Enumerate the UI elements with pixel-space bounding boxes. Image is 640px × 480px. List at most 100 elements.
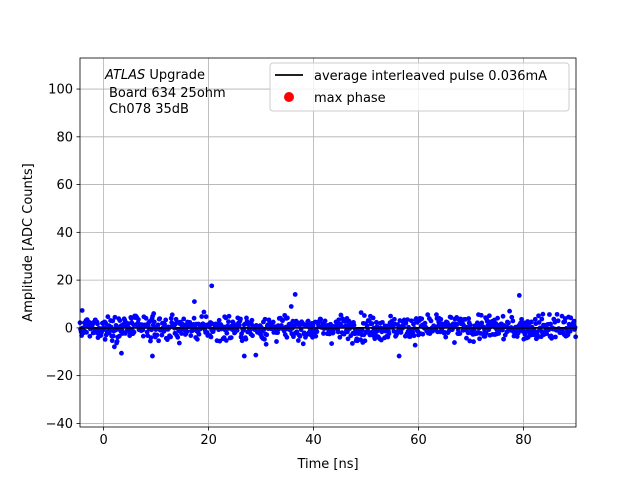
- legend-marker-swatch: [284, 92, 294, 102]
- data-point: [288, 304, 294, 309]
- data-point: [507, 308, 512, 314]
- y-tick-label: 0: [65, 321, 73, 336]
- data-point: [486, 313, 492, 319]
- data-point-outlier: [396, 353, 402, 359]
- data-point: [262, 336, 267, 342]
- data-point: [466, 316, 472, 321]
- data-point: [157, 316, 163, 321]
- data-point: [262, 316, 268, 322]
- data-point: [280, 318, 285, 324]
- data-point: [345, 336, 351, 342]
- data-point: [111, 344, 117, 350]
- x-tick-label: 80: [515, 433, 532, 448]
- y-axis-label: Amplitude [ADC Counts]: [21, 163, 36, 321]
- data-point: [175, 334, 181, 340]
- data-point: [181, 316, 187, 322]
- data-point: [314, 329, 320, 335]
- data-point: [274, 339, 279, 344]
- y-tick-label: 20: [56, 274, 73, 289]
- data-point: [148, 335, 154, 341]
- data-point: [236, 322, 242, 328]
- y-tick-label: 80: [56, 130, 73, 145]
- data-point: [144, 329, 150, 335]
- data-point: [300, 341, 306, 347]
- data-point: [284, 334, 290, 340]
- data-point: [263, 341, 269, 347]
- data-point: [536, 320, 542, 325]
- data-point-outlier: [241, 353, 247, 359]
- data-point: [321, 331, 326, 336]
- data-point-outlier: [150, 353, 155, 359]
- y-tick-label: −20: [46, 369, 73, 384]
- data-point: [208, 334, 214, 340]
- data-point: [540, 311, 546, 317]
- x-tick-label: 0: [99, 433, 107, 448]
- data-point: [483, 330, 489, 336]
- annotation-line-1: ATLAS Upgrade: [104, 68, 205, 83]
- x-tick-label: 40: [305, 433, 322, 448]
- data-point: [243, 336, 249, 342]
- data-point: [452, 340, 457, 345]
- data-point: [131, 329, 137, 335]
- data-point: [154, 332, 160, 338]
- data-point: [110, 333, 116, 339]
- data-point: [297, 333, 303, 339]
- data-point: [506, 320, 511, 326]
- data-point-outlier: [516, 293, 522, 298]
- data-point: [407, 334, 413, 339]
- annotation-line-2: Board 634 25ohm: [109, 86, 226, 101]
- data-point: [388, 313, 393, 319]
- tick-layer: 0 20 40 60 80 −40 −20 0 20 40 60 80 100: [46, 83, 532, 448]
- data-point: [176, 340, 182, 346]
- data-point: [112, 314, 118, 320]
- data-point: [159, 332, 165, 338]
- atlas-annotation: ATLAS Upgrade Board 634 25ohm Ch078 35dB: [104, 68, 226, 117]
- data-point: [223, 338, 229, 343]
- data-point-outlier: [292, 292, 298, 297]
- data-point: [425, 312, 431, 318]
- data-point: [313, 333, 319, 339]
- data-point: [194, 336, 200, 342]
- data-point: [179, 331, 184, 336]
- legend: average interleaved pulse 0.036mA max ph…: [269, 62, 570, 112]
- data-point-outlier: [119, 350, 124, 356]
- plot-area: [80, 58, 576, 427]
- annotation-line-3: Ch078 35dB: [109, 102, 189, 117]
- data-point: [330, 330, 336, 335]
- data-point: [136, 317, 141, 322]
- data-point: [362, 338, 368, 344]
- data-point: [369, 321, 375, 326]
- data-point: [532, 316, 538, 322]
- data-point: [102, 336, 108, 342]
- data-point: [361, 313, 367, 318]
- y-tick-label: 100: [48, 83, 73, 98]
- data-point: [443, 334, 449, 340]
- data-point: [555, 318, 561, 324]
- data-point: [234, 327, 240, 333]
- data-point: [109, 338, 115, 344]
- data-point: [318, 316, 324, 322]
- data-point: [143, 315, 149, 321]
- data-point: [114, 339, 120, 344]
- data-point: [184, 329, 190, 334]
- data-point: [403, 320, 409, 326]
- x-tick-label: 60: [410, 433, 427, 448]
- data-point: [529, 319, 534, 325]
- data-point: [113, 322, 119, 328]
- data-point: [509, 314, 515, 320]
- data-layer: [77, 283, 579, 359]
- data-point: [438, 316, 444, 322]
- data-point: [199, 314, 205, 319]
- y-tick-label: −40: [46, 417, 73, 432]
- data-point: [329, 341, 335, 346]
- data-point: [249, 317, 255, 323]
- data-point: [519, 316, 525, 322]
- legend-label-average-pulse: average interleaved pulse 0.036mA: [314, 69, 547, 84]
- data-point: [358, 310, 364, 316]
- data-point: [169, 312, 175, 318]
- data-point: [168, 334, 174, 340]
- data-point: [478, 312, 484, 318]
- x-tick-label: 20: [200, 433, 217, 448]
- data-point: [285, 315, 290, 321]
